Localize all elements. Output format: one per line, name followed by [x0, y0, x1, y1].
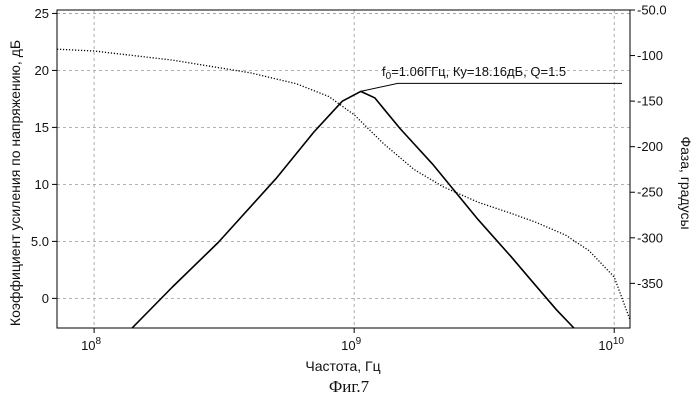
left-tick-label: 10: [35, 177, 49, 192]
x-tick-labels: 108 109 1010: [81, 328, 624, 353]
figure-caption: Фиг.7: [329, 377, 370, 396]
left-tick-label: 25: [35, 6, 49, 21]
x-axis-title: Частота, Гц: [305, 358, 380, 374]
right-tick-label: -350: [637, 276, 663, 291]
x-tick-label: 109: [341, 336, 361, 353]
plot-frame: [57, 10, 630, 328]
y-axis-right-title: Фаза, градусы: [678, 136, 694, 229]
x-tick-label: 1010: [598, 336, 624, 353]
right-tick-label: -200: [637, 139, 663, 154]
right-tick-label: -100: [637, 48, 663, 63]
left-tick-label: 20: [35, 63, 49, 78]
left-tick-label: 5.0: [31, 234, 49, 249]
annotation-leader-line: [361, 83, 622, 91]
gain-series-line: [132, 91, 574, 328]
series-layer: [57, 49, 630, 328]
annotation-label: f0=1.06ГГц, Ку=18.16дБ, Q=1.5: [382, 64, 566, 82]
grid: [57, 10, 630, 328]
left-tick-labels: 25 20 15 10 5.0 0: [31, 6, 57, 306]
y-axis-left-title: Коэффициент усиления по напряжению, дБ: [7, 40, 23, 326]
x-tick-label: 108: [81, 336, 101, 353]
right-tick-label: -250: [637, 185, 663, 200]
left-tick-label: 0: [42, 291, 49, 306]
annotation: f0=1.06ГГц, Ку=18.16дБ, Q=1.5: [361, 64, 622, 91]
right-tick-label: -300: [637, 230, 663, 245]
right-tick-label: -50.0: [637, 3, 667, 18]
right-tick-label: -150: [637, 94, 663, 109]
right-tick-labels: -50.0 -100 -150 -200 -250 -300 -350: [630, 3, 667, 291]
left-tick-label: 15: [35, 120, 49, 135]
